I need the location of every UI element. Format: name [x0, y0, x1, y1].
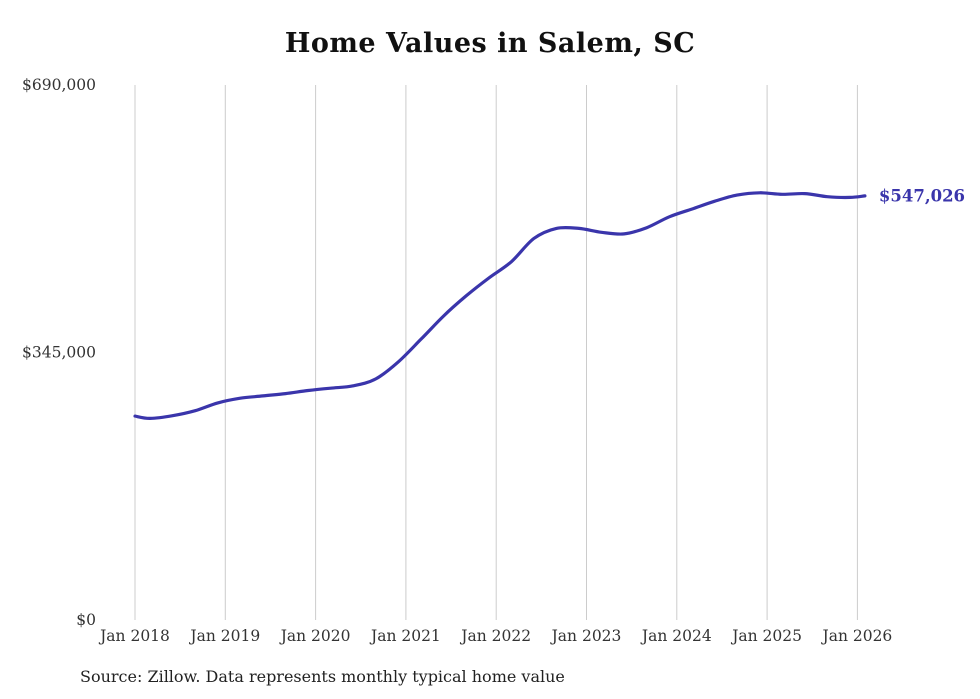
- x-tick-label: Jan 2021: [369, 627, 441, 645]
- x-tick-label: Jan 2019: [188, 627, 260, 645]
- source-note: Source: Zillow. Data represents monthly …: [80, 667, 565, 686]
- y-tick-label: $0: [76, 611, 96, 629]
- y-tick-label: $690,000: [22, 76, 96, 94]
- value-line: [133, 191, 867, 421]
- x-tick-label: Jan 2020: [279, 627, 351, 645]
- y-tick-label: $345,000: [22, 344, 96, 362]
- chart-title: Home Values in Salem, SC: [284, 28, 696, 59]
- x-tick-label: Jan 2023: [550, 627, 622, 645]
- x-tick-label: Jan 2025: [730, 627, 802, 645]
- x-tick-label: Jan 2024: [640, 627, 712, 645]
- latest-value-label: $547,026: [879, 186, 965, 205]
- x-tick-label: Jan 2022: [459, 627, 531, 645]
- x-tick-label: Jan 2018: [98, 627, 170, 645]
- x-tick-label: Jan 2026: [820, 627, 892, 645]
